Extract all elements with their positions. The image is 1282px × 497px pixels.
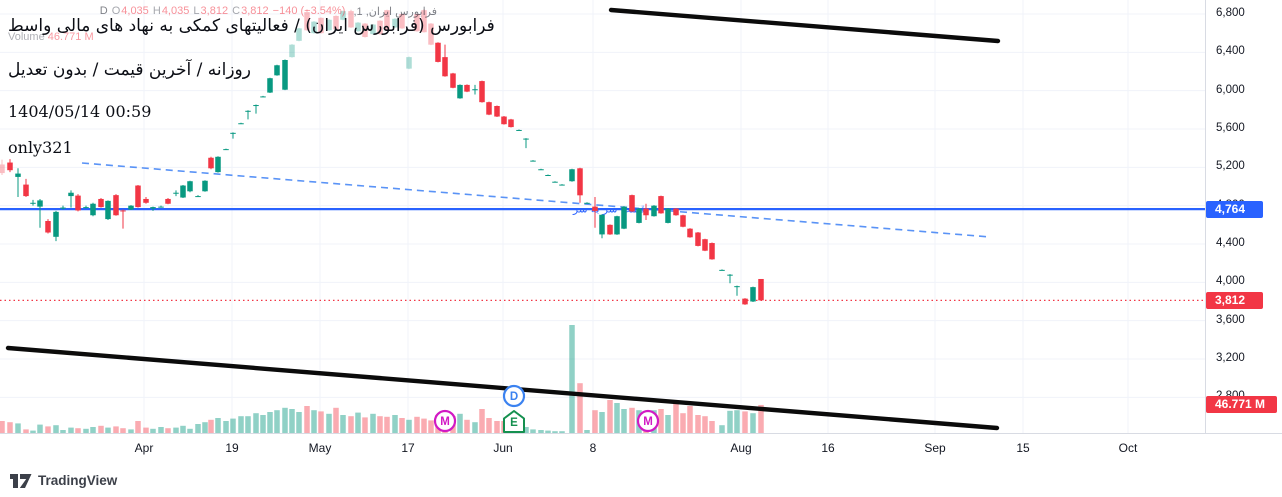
chart-canvas[interactable]: قیمت سر به سر M D E M: [0, 0, 1282, 463]
svg-text:E: E: [510, 417, 518, 429]
marker-badge[interactable]: M: [636, 409, 660, 433]
datetime-stamp: 1404/05/14 00:59: [8, 102, 152, 121]
lower-trendline: [5, 345, 1000, 431]
dividend-badge[interactable]: D: [502, 384, 526, 408]
low-value: 3,812: [200, 5, 229, 17]
time-axis-label: May: [308, 441, 332, 455]
time-axis-label: 15: [1016, 441, 1030, 455]
volume-layer: [0, 325, 764, 433]
price-axis-label: 3,600: [1216, 313, 1245, 326]
earnings-badge[interactable]: E: [503, 410, 525, 433]
attribution-footer: TradingView: [0, 463, 1282, 497]
change-value: −140 (−3.54%): [272, 5, 346, 17]
svg-text:M: M: [643, 416, 653, 428]
breakeven-line-label: قیمت سر به سر: [572, 204, 645, 216]
time-axis-label: Jun: [493, 441, 513, 455]
price-axis-label: 6,400: [1216, 45, 1245, 58]
price-axis-label: 6,800: [1216, 7, 1245, 19]
symbol-name: فرابورس ایران, 1,: [353, 6, 437, 18]
dashed-trend-line: [81, 162, 991, 238]
open-value: 4,035: [121, 5, 149, 17]
time-axis-label: Sep: [924, 441, 946, 455]
tradingview-logo-icon[interactable]: [10, 472, 32, 489]
price-axis-label: 3,200: [1216, 351, 1245, 364]
svg-text:M: M: [440, 416, 450, 428]
time-axis-label: Aug: [730, 441, 752, 455]
time-axis-label: 8: [589, 441, 597, 455]
price-axis-label: 4,000: [1216, 275, 1245, 288]
time-axis-label: 16: [821, 441, 835, 455]
volume-value: 46.771 M: [47, 31, 94, 43]
price-axis-label: 5,200: [1216, 160, 1245, 173]
time-axis-label: 17: [401, 441, 415, 455]
tradingview-logo-text[interactable]: TradingView: [38, 472, 118, 488]
interval-letter: D: [99, 5, 108, 17]
time-axis[interactable]: Apr 19 May 17 Jun 8 Aug 16 Sep 15 Oct: [0, 433, 1282, 465]
time-axis-label: Apr: [134, 441, 154, 455]
price-axis-label: 5,600: [1216, 121, 1245, 134]
close-value: 3,812: [241, 5, 269, 17]
candles-layer: [0, 9, 764, 305]
breakeven-price-badge: 4,764: [1206, 201, 1263, 218]
volume-legend[interactable]: Volume 46.771 M: [8, 31, 94, 43]
time-axis-label: Oct: [1118, 441, 1138, 455]
symbol-legend[interactable]: D O4,035 H4,035 L3,812 C3,812 −140 (−3.5…: [0, 5, 437, 18]
author-name: only321: [8, 138, 73, 157]
high-value: 4,035: [161, 5, 190, 17]
price-axis-label: 6,000: [1216, 83, 1245, 96]
chart-settings-line: روزانه / آخرین قیمت / بدون تعدیل: [8, 60, 251, 80]
time-axis-label: 19: [225, 441, 239, 455]
symbol-title-line: فرابورس (فرابورس ایران) / فعالیتهای کمکی…: [8, 16, 495, 36]
last-price-badge: 3,812: [1206, 292, 1263, 309]
watermark-title: فرابورس (فرابورس ایران) / فعالیتهای کمکی…: [8, 16, 495, 174]
price-axis-label: 4,400: [1216, 236, 1245, 249]
upper-trendline: [608, 7, 1001, 44]
marker-badge[interactable]: M: [433, 409, 457, 433]
volume-badge: 46.771 M: [1206, 396, 1277, 413]
svg-text:D: D: [510, 391, 518, 403]
ohlc-readout: D O4,035 H4,035 L3,812 C3,812 −140 (−3.5…: [99, 5, 346, 17]
